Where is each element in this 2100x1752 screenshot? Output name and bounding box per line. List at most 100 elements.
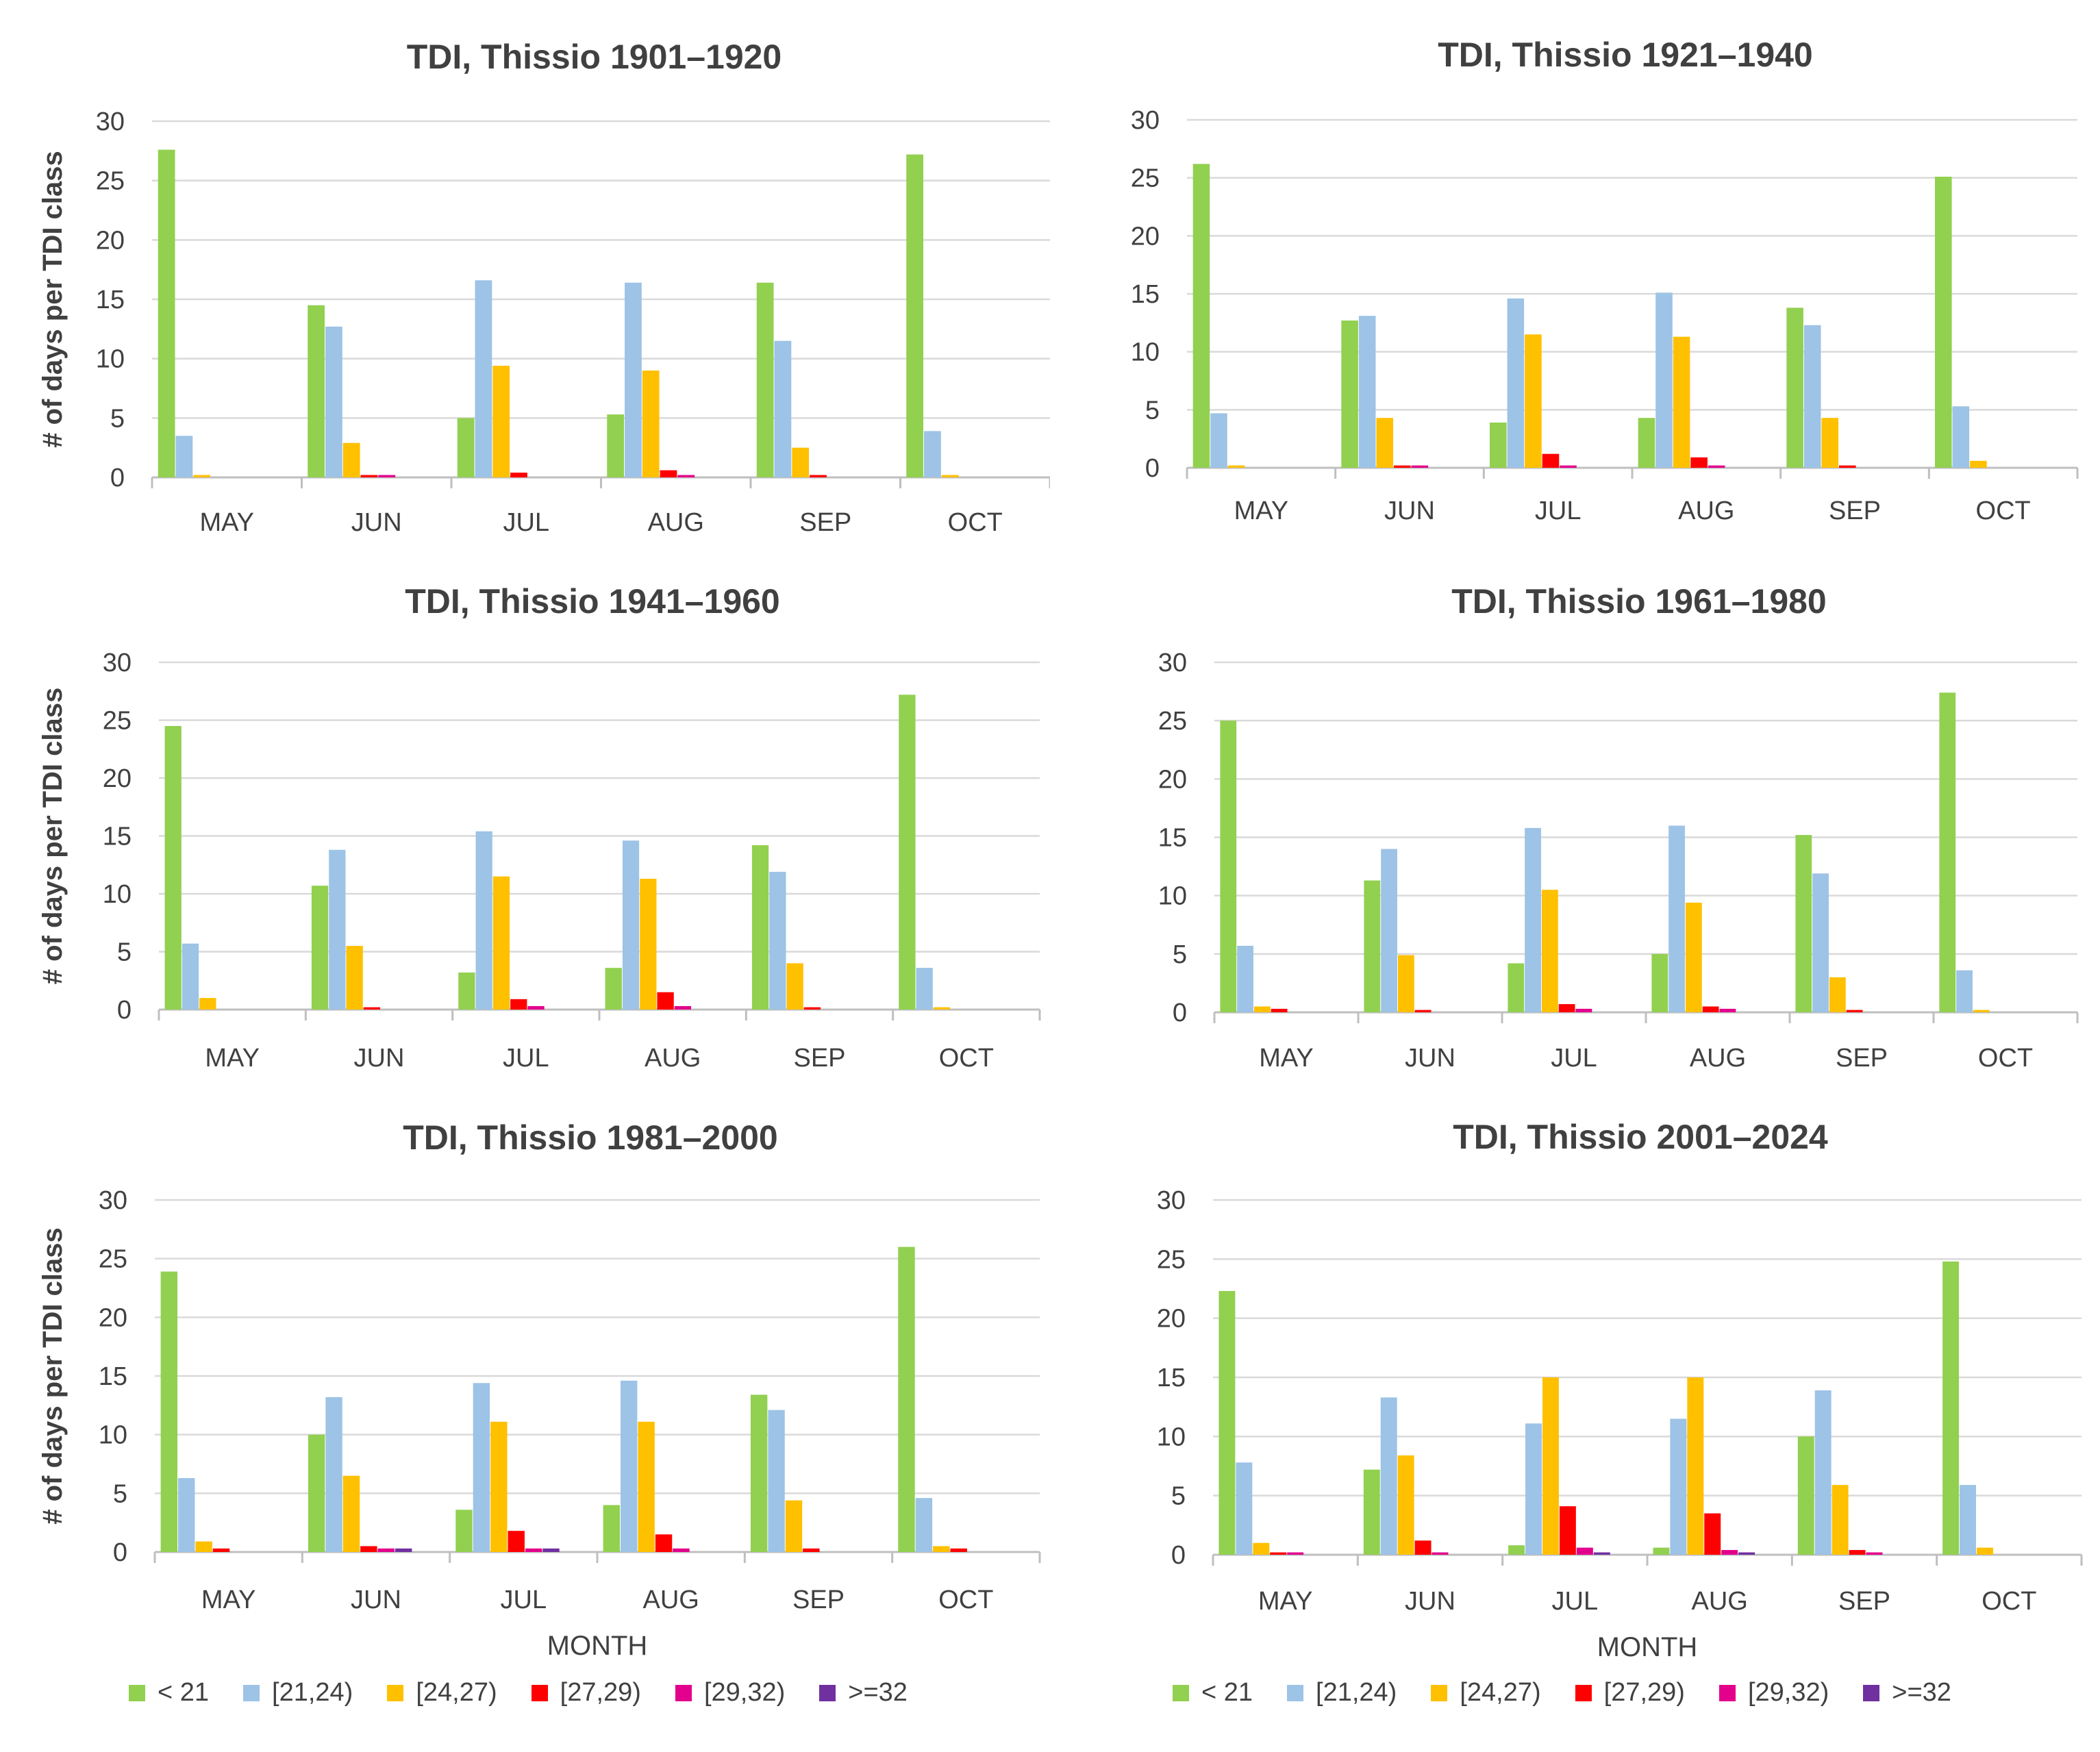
legend-label: [27,29) xyxy=(560,1678,641,1707)
chart-title: TDI, Thissio 1961–1980 xyxy=(1451,582,1827,621)
bar xyxy=(916,968,933,1010)
bar xyxy=(906,154,924,478)
bar xyxy=(1525,334,1542,468)
bar xyxy=(1236,1462,1253,1555)
bar xyxy=(1829,977,1846,1012)
bar xyxy=(1935,176,1952,468)
bar xyxy=(924,431,941,477)
bar xyxy=(1525,1423,1542,1555)
y-tick-label: 0 xyxy=(110,464,125,492)
y-tick-label: 20 xyxy=(1131,222,1160,251)
chart-title: TDI, Thissio 1941–1960 xyxy=(405,582,780,621)
x-tick-label: AUG xyxy=(1678,497,1734,525)
bar xyxy=(673,1548,690,1552)
bar xyxy=(1508,963,1525,1012)
legend-label: [21,24) xyxy=(272,1678,353,1707)
bar xyxy=(898,1247,915,1552)
x-tick-label: OCT xyxy=(948,508,1003,537)
bar xyxy=(785,1500,803,1552)
legend-swatch xyxy=(1431,1684,1448,1701)
y-tick-label: 10 xyxy=(1157,1423,1186,1451)
bar xyxy=(1508,1545,1525,1555)
x-tick-label: SEP xyxy=(1836,1044,1888,1073)
y-tick-label: 20 xyxy=(1158,765,1187,794)
bar xyxy=(1287,1552,1304,1555)
bar xyxy=(457,418,475,477)
x-tick-label: OCT xyxy=(939,1044,994,1073)
bar xyxy=(1192,164,1210,468)
bar xyxy=(1803,325,1821,468)
bar xyxy=(395,1548,412,1552)
legend-item: [27,29) xyxy=(1575,1678,1685,1707)
legend-swatch xyxy=(243,1684,260,1701)
bar xyxy=(1542,1377,1559,1555)
x-tick-label: JUL xyxy=(1535,497,1582,525)
chart-panel-2001-2024: TDI, Thissio 2001–2024 0 5 10 15 20 25 30 MAY JUN… xyxy=(1157,1118,2083,1662)
x-tick-label: JUL xyxy=(1552,1587,1599,1616)
y-tick-label: 0 xyxy=(113,1538,127,1567)
y-tick-label: 15 xyxy=(1158,824,1187,853)
bar xyxy=(774,340,792,477)
chart-panel-1921-1940: TDI, Thissio 1921–1940 0 5 10 15 20 25 30 MAY JUN… xyxy=(1131,36,2079,525)
legend-item: [29,32) xyxy=(675,1678,785,1707)
bar xyxy=(473,1383,490,1552)
y-tick-label: 0 xyxy=(1173,999,1187,1027)
bar xyxy=(308,1434,325,1552)
legend-item: [27,29) xyxy=(531,1678,641,1707)
bar xyxy=(1575,1008,1592,1012)
bar xyxy=(1220,721,1237,1012)
bar xyxy=(160,1271,178,1552)
bar xyxy=(1651,953,1668,1012)
bar xyxy=(803,1548,820,1552)
bar xyxy=(1956,970,1973,1012)
x-tick-label: JUN xyxy=(1384,497,1435,525)
legend-swatch xyxy=(531,1684,548,1701)
y-tick-label: 30 xyxy=(1157,1186,1186,1215)
y-tick-label: 10 xyxy=(103,880,132,909)
legend-item: [21,24) xyxy=(243,1678,353,1707)
bar xyxy=(1812,873,1829,1012)
bar xyxy=(607,414,625,477)
legend-item: [21,24) xyxy=(1287,1678,1397,1707)
bar xyxy=(1738,1552,1755,1555)
bar xyxy=(1814,1390,1832,1555)
bar xyxy=(525,1548,542,1552)
x-tick-label: OCT xyxy=(1982,1587,2036,1616)
bar xyxy=(158,149,175,477)
y-tick-label: 20 xyxy=(1157,1305,1186,1334)
bar xyxy=(1525,827,1541,1012)
bar xyxy=(1593,1552,1610,1555)
x-tick-label: JUN xyxy=(1405,1587,1455,1616)
bar xyxy=(1271,1008,1288,1012)
bar xyxy=(325,326,342,477)
chart-title: TDI, Thissio 1981–2000 xyxy=(403,1118,778,1157)
chart-panel-1961-1980: TDI, Thissio 1961–1980 0 5 10 15 20 25 30 MAY JUN… xyxy=(1158,582,2079,1073)
bar xyxy=(363,1007,381,1010)
bar xyxy=(475,831,492,1010)
bar xyxy=(1364,880,1381,1012)
legend-label: [29,32) xyxy=(703,1678,786,1707)
bar xyxy=(212,1548,230,1552)
bar xyxy=(1795,835,1812,1012)
y-tick-label: 30 xyxy=(99,1186,127,1215)
bar xyxy=(1849,1550,1866,1555)
x-tick-label: MAY xyxy=(205,1044,260,1073)
legend-item: [24,27) xyxy=(1431,1678,1541,1707)
y-tick-label: 25 xyxy=(103,707,132,736)
legend-label: [24,27) xyxy=(416,1678,497,1707)
bar xyxy=(1670,1418,1687,1555)
legend-swatch xyxy=(1575,1684,1592,1701)
bar xyxy=(1253,1542,1270,1555)
bar xyxy=(603,1505,621,1552)
bar xyxy=(182,943,199,1010)
legend-label: [21,24) xyxy=(1316,1678,1397,1707)
bar xyxy=(640,879,657,1010)
bar xyxy=(1358,316,1376,468)
bar xyxy=(1655,292,1673,468)
x-tick-label: JUL xyxy=(1551,1044,1597,1073)
bar xyxy=(677,475,695,477)
legend-right: < 21 [21,24) [24,27) [27,29) [29,32) >=3… xyxy=(1173,1678,1986,1707)
bar xyxy=(1976,1547,1993,1555)
chart-title: TDI, Thissio 1921–1940 xyxy=(1438,36,1813,74)
y-tick-label: 25 xyxy=(1131,164,1160,193)
